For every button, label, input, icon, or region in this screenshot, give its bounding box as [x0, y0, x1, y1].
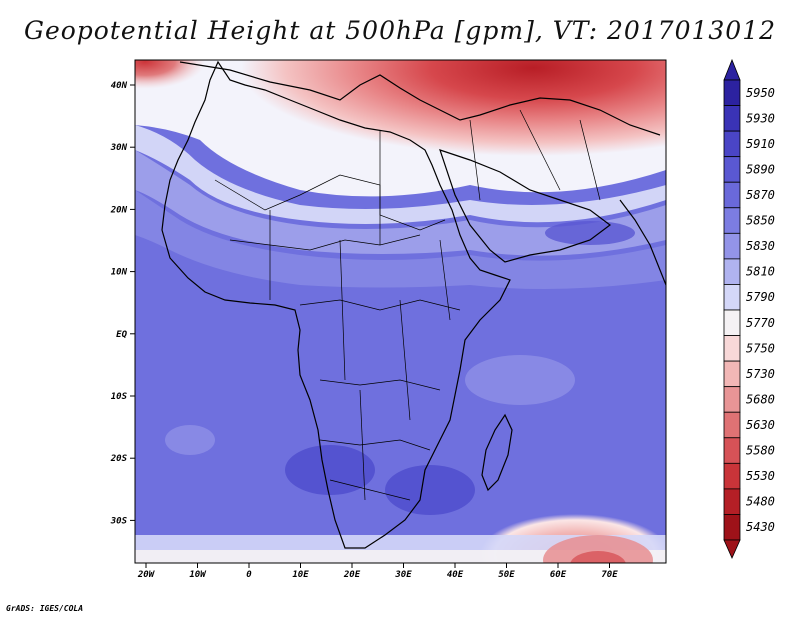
colorbar-swatch — [723, 79, 741, 106]
colorbar-label: 5630 — [746, 418, 775, 432]
africa-coastline — [161, 60, 511, 549]
colorbar-swatch — [723, 335, 741, 362]
colorbar-swatch — [723, 105, 741, 132]
colorbar-label: 5830 — [746, 239, 775, 253]
lon-tick-label: 40E — [447, 570, 464, 580]
lon-tick-label: 0 — [246, 570, 252, 580]
colorbar-swatch — [723, 360, 741, 388]
colorbar-label: 5870 — [746, 188, 775, 202]
high-core-southeast — [385, 465, 475, 515]
colorbar-swatch — [723, 437, 741, 464]
colorbar-label: 5770 — [746, 316, 775, 330]
colorbar-label: 5680 — [746, 392, 775, 406]
lon-tick-label: 50E — [498, 570, 515, 580]
colorbar-swatch — [723, 130, 741, 158]
lon-tick-label: 20W — [137, 570, 156, 580]
colorbar: 5950 5930 5910 5890 5870 5850 5830 5810 5790 5770… — [723, 58, 775, 559]
colorbar-label: 5890 — [746, 162, 775, 176]
colorbar-label: 5730 — [746, 367, 775, 381]
lat-tick-label: 30N — [110, 143, 128, 153]
lat-tick-label: EQ — [116, 330, 127, 340]
colorbar-swatch — [723, 488, 741, 515]
height-field — [135, 60, 666, 563]
colorbar-label: 5930 — [746, 111, 775, 125]
colorbar-label: 5950 — [746, 86, 775, 100]
south-edge — [135, 550, 666, 563]
lat-tick-label: 20N — [110, 205, 128, 215]
colorbar-swatch — [723, 514, 741, 541]
low-core-indian-ocean — [465, 355, 575, 405]
colorbar-swatch — [723, 258, 741, 285]
lon-tick-label: 20E — [343, 570, 361, 580]
mid-blue-band — [135, 150, 666, 256]
colorbar-swatch — [723, 156, 741, 183]
map-title: Geopotential Height at 500hPa [gpm], VT:… — [23, 16, 777, 45]
credit-text: GrADS: IGES/COLA — [6, 604, 84, 613]
colorbar-label: 5790 — [746, 290, 775, 304]
blue-band — [135, 190, 666, 289]
colorbar-swatch — [723, 181, 741, 209]
colorbar-swatch — [723, 309, 741, 336]
colorbar-label: 5750 — [746, 341, 775, 355]
lat-tick-label: 30S — [110, 516, 128, 526]
colorbar-label: 5850 — [746, 214, 775, 228]
colorbar-swatch — [723, 411, 741, 439]
lon-tick-label: 70E — [601, 570, 618, 580]
madagascar-coastline — [481, 413, 513, 492]
lon-tick-label: 30E — [394, 570, 412, 580]
europe-coastline — [179, 61, 661, 136]
colorbar-top-arrow — [723, 58, 741, 81]
lat-tick-label: 40N — [111, 81, 128, 91]
latitude-axis: 40N 30N 20N 10N EQ 10S 20S 30S — [110, 81, 135, 526]
lat-tick-label: 20S — [110, 454, 128, 464]
colorbar-label: 5530 — [746, 469, 775, 483]
arabia-coastline — [439, 149, 611, 263]
trough-core — [570, 551, 626, 563]
lon-tick-label: 60E — [550, 570, 567, 580]
high-core-arabian — [545, 221, 635, 245]
high-core-southwest — [285, 445, 375, 495]
india-coastline — [619, 199, 666, 286]
colorbar-swatch — [723, 232, 741, 260]
colorbar-swatch — [723, 207, 741, 234]
colorbar-label: 5910 — [746, 137, 775, 151]
longitude-axis: 20W 10W 0 10E 20E 30E 40E 50E 60E 70E — [137, 563, 618, 580]
lat-tick-label: 10N — [111, 268, 128, 278]
colorbar-bottom-arrow — [723, 539, 741, 559]
colorbar-label: 5580 — [746, 444, 775, 458]
lon-tick-label: 10W — [189, 570, 207, 580]
trough-southeast — [543, 535, 653, 563]
ridge-northwest — [135, 60, 335, 150]
coastlines — [161, 60, 666, 549]
colorbar-swatch — [723, 386, 741, 413]
lat-tick-label: 10S — [111, 392, 128, 402]
plot-frame — [134, 59, 667, 564]
lon-tick-label: 10E — [292, 570, 309, 580]
country-borders — [214, 109, 601, 501]
colorbar-label: 5480 — [746, 495, 775, 509]
colorbar-swatch — [723, 462, 741, 490]
low-core-atlantic — [165, 425, 215, 455]
colorbar-label: 5430 — [746, 520, 775, 534]
colorbar-swatch — [723, 284, 741, 311]
colorbar-label: 5810 — [746, 265, 775, 279]
